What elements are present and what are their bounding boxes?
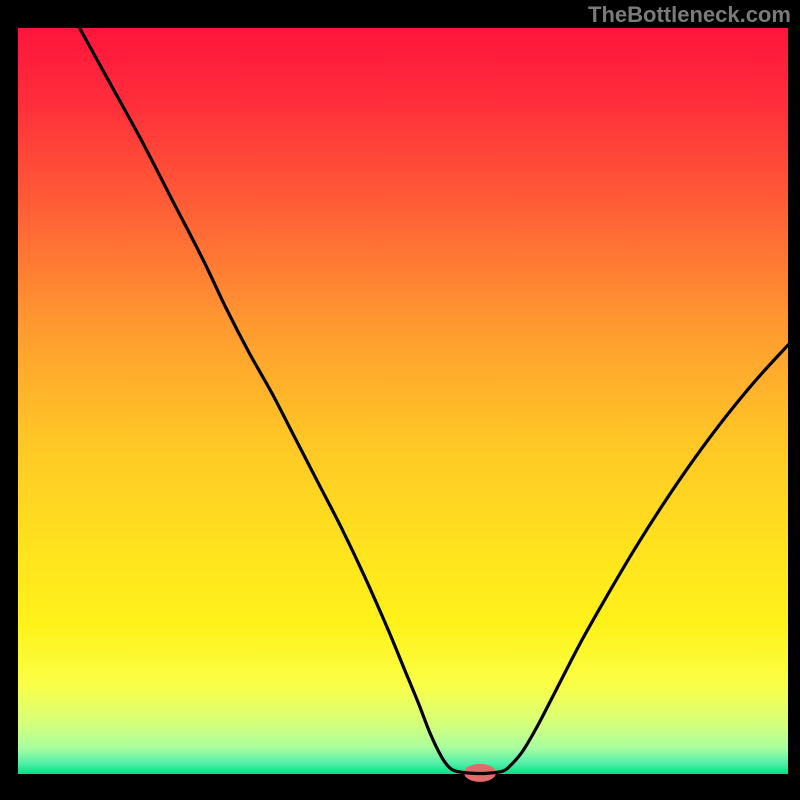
watermark-text: TheBottleneck.com xyxy=(588,2,791,28)
bottleneck-chart xyxy=(0,0,800,800)
